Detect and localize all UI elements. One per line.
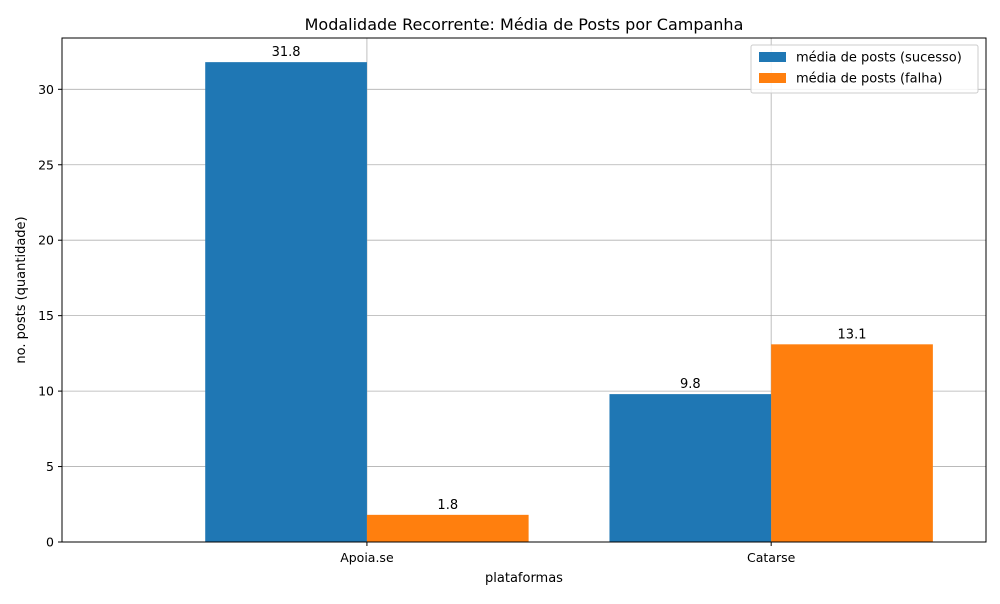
bar-value-label: 1.8 bbox=[437, 498, 458, 513]
bar-value-label: 13.1 bbox=[838, 327, 867, 342]
y-tick-label: 10 bbox=[38, 384, 54, 399]
y-tick-label: 5 bbox=[46, 459, 54, 474]
y-tick-label: 25 bbox=[38, 157, 54, 172]
y-axis-label: no. posts (quantidade) bbox=[14, 216, 29, 363]
x-tick-label: Catarse bbox=[747, 550, 796, 565]
bar-value-label: 9.8 bbox=[680, 377, 701, 392]
y-tick-label: 0 bbox=[46, 535, 54, 550]
legend-label-sucesso: média de posts (sucesso) bbox=[796, 51, 962, 66]
bar-labels-layer: 31.8 9.8 1.8 13.1 bbox=[272, 45, 867, 513]
ticks-layer: 0 5 10 15 20 25 30 Apoia.se Catarse bbox=[38, 82, 796, 565]
bar-m-dia-de-posts-sucesso--catarse bbox=[609, 394, 772, 542]
bars-layer bbox=[205, 62, 933, 543]
y-tick-label: 30 bbox=[38, 82, 54, 97]
legend-swatch-sucesso bbox=[759, 52, 786, 62]
x-tick-label: Apoia.se bbox=[340, 550, 394, 565]
bar-m-dia-de-posts-falha--apoia.se bbox=[366, 514, 529, 542]
legend-swatch-falha bbox=[759, 73, 786, 83]
legend: média de posts (sucesso) média de posts … bbox=[750, 44, 979, 94]
plot-frame bbox=[61, 37, 987, 543]
y-tick-label: 20 bbox=[38, 233, 54, 248]
bar-m-dia-de-posts-sucesso--apoia.se bbox=[205, 62, 367, 543]
chart-title: Modalidade Recorrente: Média de Posts po… bbox=[305, 15, 744, 34]
bar-m-dia-de-posts-falha--catarse bbox=[771, 344, 933, 542]
y-tick-label: 15 bbox=[38, 308, 54, 323]
bar-value-label: 31.8 bbox=[272, 45, 301, 60]
x-axis-label: plataformas bbox=[485, 571, 563, 586]
legend-label-falha: média de posts (falha) bbox=[796, 72, 943, 87]
legend-box bbox=[750, 44, 979, 94]
